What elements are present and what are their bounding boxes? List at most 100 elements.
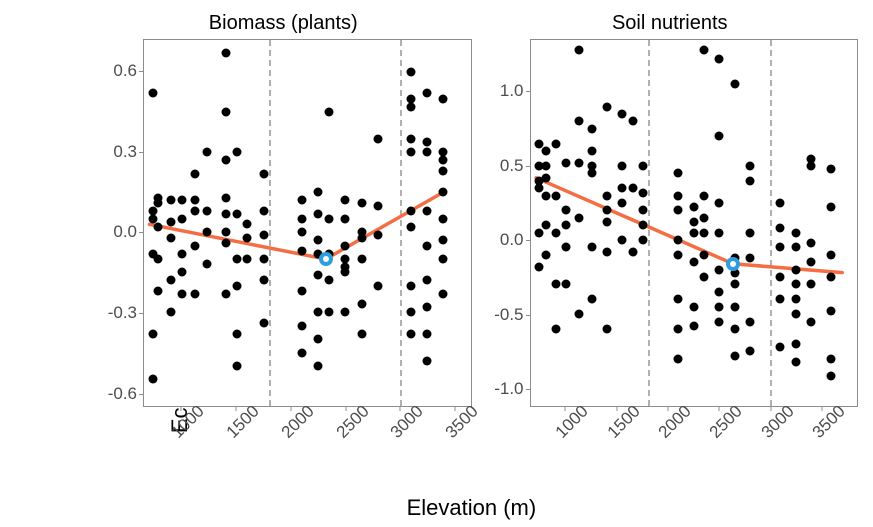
data-point [439,289,448,298]
data-point [699,273,708,282]
data-point [552,191,561,200]
data-point [562,221,571,230]
data-point [776,295,785,304]
data-point [314,188,323,197]
data-point [341,196,350,205]
data-point [587,124,596,133]
data-point [807,258,816,267]
data-point [341,308,350,317]
data-point [603,247,612,256]
data-point [575,117,584,126]
data-point [422,303,431,312]
plot-area [530,39,859,407]
data-point [674,295,683,304]
data-point [325,108,334,117]
data-point [259,169,268,178]
data-point [357,300,366,309]
data-point [776,224,785,233]
data-point [203,260,212,269]
data-point [341,268,350,277]
data-point [827,307,836,316]
data-point [562,280,571,289]
data-point [745,253,754,262]
data-point [148,89,157,98]
data-point [221,228,230,237]
data-point [232,255,241,264]
data-point [715,302,724,311]
data-point [422,89,431,98]
x-axis-label: Elevation (m) [407,495,537,521]
data-point [314,271,323,280]
data-point [791,339,800,348]
data-point [167,276,176,285]
data-point [552,228,561,237]
data-point [191,196,200,205]
data-point [325,214,334,223]
data-point [148,375,157,384]
xtick-label: 1500 [603,402,644,443]
data-point [603,191,612,200]
data-point [562,158,571,167]
data-point [357,255,366,264]
data-point [541,147,550,156]
ytick-label: 0.5 [500,156,524,176]
data-point [699,213,708,222]
data-point [439,156,448,165]
data-point [699,228,708,237]
data-point [699,191,708,200]
ytick-label: 0.0 [113,222,137,242]
xtick-label: 1000 [168,402,209,443]
data-point [406,134,415,143]
data-point [562,243,571,252]
data-point [221,49,230,58]
data-point [422,137,431,146]
data-point [203,228,212,237]
data-point [730,80,739,89]
data-point [406,308,415,317]
panel-title: Biomass (plants) [95,10,472,39]
xtick-label: 1500 [223,402,264,443]
data-point [776,273,785,282]
data-point [541,173,550,182]
data-point [406,102,415,111]
data-point [827,250,836,259]
data-point [439,188,448,197]
data-point [439,214,448,223]
data-point [154,198,163,207]
data-point [730,324,739,333]
data-point [715,287,724,296]
data-point [422,241,431,250]
data-point [259,276,268,285]
data-point [178,268,187,277]
ytick-label: 0.3 [113,142,137,162]
data-point [575,310,584,319]
data-point [341,214,350,223]
data-point [587,147,596,156]
ytick-label: -1.0 [494,379,523,399]
ytick-label: -0.5 [494,305,523,325]
data-point [325,308,334,317]
data-point [422,329,431,338]
xtick-label: 2000 [655,402,696,443]
y-axis: -0.6-0.30.00.30.6 [95,39,143,407]
data-point [628,117,637,126]
data-point [674,354,683,363]
data-point [791,265,800,274]
data-point [406,148,415,157]
data-point [807,161,816,170]
data-point [178,214,187,223]
data-point [587,295,596,304]
data-point [791,357,800,366]
data-point [715,317,724,326]
xtick-label: 2000 [277,402,318,443]
data-point [167,196,176,205]
data-point [314,335,323,344]
data-point [243,233,252,242]
data-point [203,148,212,157]
data-point [674,250,683,259]
data-point [699,250,708,259]
data-point [357,329,366,338]
panels-container: Biomass (plants)-0.6-0.30.00.30.61000150… [95,10,858,462]
data-point [191,169,200,178]
data-point [297,196,306,205]
